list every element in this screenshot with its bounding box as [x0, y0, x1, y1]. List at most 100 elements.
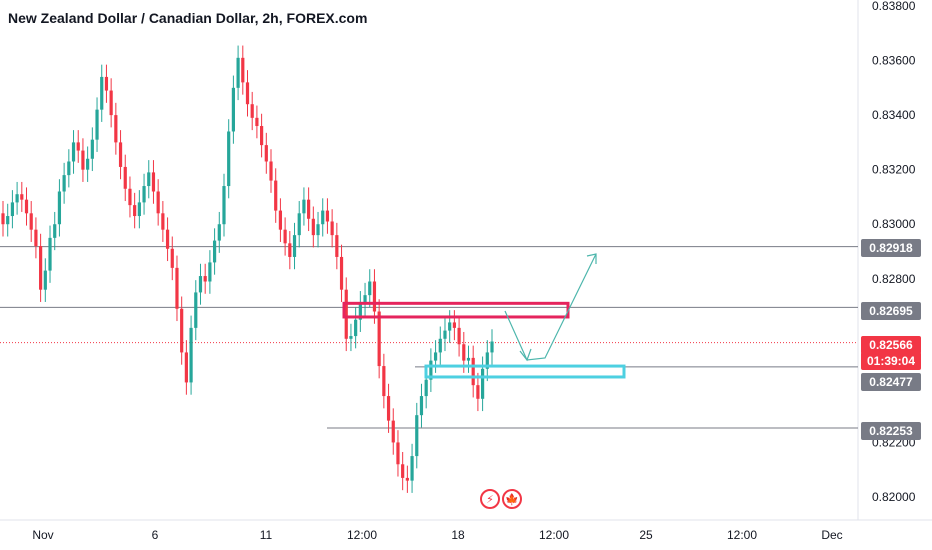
- price-badge: [861, 302, 921, 320]
- candle-body: [241, 57, 245, 83]
- candle-body: [325, 210, 330, 222]
- price-badge-label: 01:39:04: [867, 354, 915, 368]
- candle-body: [438, 338, 442, 353]
- candle-body: [443, 330, 447, 339]
- projection-arrowhead-up: [586, 253, 597, 264]
- price-badge: [861, 336, 921, 354]
- candle-body: [67, 161, 71, 176]
- candle-body: [283, 229, 287, 244]
- price-badge-label: 0.82477: [869, 375, 913, 389]
- x-tick-label: Nov: [32, 528, 53, 542]
- candle-body: [448, 322, 452, 331]
- price-badge-label: 0.82253: [869, 424, 913, 438]
- candle-body: [198, 276, 203, 293]
- candle-body: [95, 109, 99, 140]
- candle-body: [278, 210, 283, 230]
- candle-body: [372, 281, 377, 312]
- candle-body: [128, 188, 132, 206]
- candle-body: [57, 191, 62, 225]
- candle-body: [189, 327, 193, 383]
- candle-body: [15, 194, 19, 203]
- candle-body: [20, 194, 24, 200]
- price-badge: [861, 352, 921, 370]
- candle-body: [39, 246, 43, 290]
- candle-body: [490, 341, 494, 353]
- candle-body: [292, 235, 297, 257]
- candle-body: [76, 142, 80, 151]
- candle-body: [344, 289, 348, 339]
- candle-body: [86, 158, 90, 170]
- x-tick-label: 6: [152, 528, 159, 542]
- y-tick-label: 0.83200: [872, 163, 916, 177]
- candle-body: [245, 82, 250, 105]
- candle-body: [264, 145, 268, 162]
- y-tick-label: 0.82000: [872, 490, 916, 504]
- candle-body: [100, 76, 104, 110]
- candle-body: [382, 366, 386, 397]
- candle-body: [151, 172, 156, 192]
- candle-body: [457, 327, 461, 345]
- candle-body: [311, 218, 315, 236]
- price-badge-label: 0.82566: [869, 338, 913, 352]
- candle-body: [217, 224, 221, 241]
- candle-body: [433, 352, 438, 361]
- x-tick-label: 18: [451, 528, 465, 542]
- candle-body: [471, 357, 475, 386]
- price-badge-label: 0.82918: [869, 241, 913, 255]
- y-tick-label: 0.83600: [872, 54, 916, 68]
- candle-body: [302, 199, 306, 214]
- candle-body: [316, 224, 320, 236]
- candle-body: [118, 142, 123, 167]
- candle-body: [109, 90, 113, 116]
- candle-body: [29, 213, 33, 230]
- candle-body: [424, 379, 428, 397]
- price-badge: [861, 422, 921, 440]
- price-badge: [861, 239, 921, 257]
- candle-body: [480, 368, 485, 399]
- candle-body: [307, 199, 311, 219]
- candle-body: [81, 150, 85, 170]
- candle-body: [24, 199, 29, 214]
- candle-body: [297, 213, 301, 236]
- candle-body: [401, 464, 405, 478]
- candle-body: [462, 344, 466, 361]
- candle-body: [250, 104, 254, 118]
- candle-body: [142, 186, 146, 203]
- candle-body: [396, 442, 400, 465]
- candle-body: [156, 191, 160, 214]
- candle-body: [104, 76, 109, 91]
- candle-body: [137, 202, 141, 217]
- candle-body: [368, 281, 372, 296]
- candle-body: [43, 270, 47, 290]
- candle-body: [363, 295, 367, 304]
- candle-body: [180, 308, 184, 353]
- x-tick-label: Dec: [821, 528, 842, 542]
- x-tick-label: 12:00: [727, 528, 757, 542]
- candle-body: [53, 224, 57, 238]
- candle-body: [415, 415, 419, 457]
- projection-arrowhead-down: [519, 348, 532, 362]
- candle-body: [161, 213, 165, 230]
- candle-body: [184, 352, 188, 383]
- candle-body: [34, 229, 38, 247]
- y-tick-label: 0.83000: [872, 217, 916, 231]
- price-badge-label: 0.82695: [869, 304, 913, 318]
- projection-path[interactable]: [504, 253, 597, 361]
- candle-body: [358, 303, 362, 320]
- candle-body: [194, 292, 198, 328]
- candle-body: [410, 456, 414, 481]
- candle-body: [170, 248, 174, 268]
- candle-body: [391, 420, 395, 443]
- support-zone[interactable]: [424, 364, 626, 379]
- lightning-icon[interactable]: ⚡: [480, 489, 500, 509]
- candle-body: [1, 213, 5, 225]
- candle-body: [231, 87, 235, 132]
- candle-body: [62, 175, 66, 192]
- candle-body: [429, 360, 433, 380]
- candle-body: [147, 172, 151, 187]
- candle-body: [114, 115, 118, 143]
- candle-body: [354, 319, 358, 337]
- canada-flag-icon[interactable]: 🍁: [502, 489, 522, 509]
- candle-body: [133, 205, 137, 217]
